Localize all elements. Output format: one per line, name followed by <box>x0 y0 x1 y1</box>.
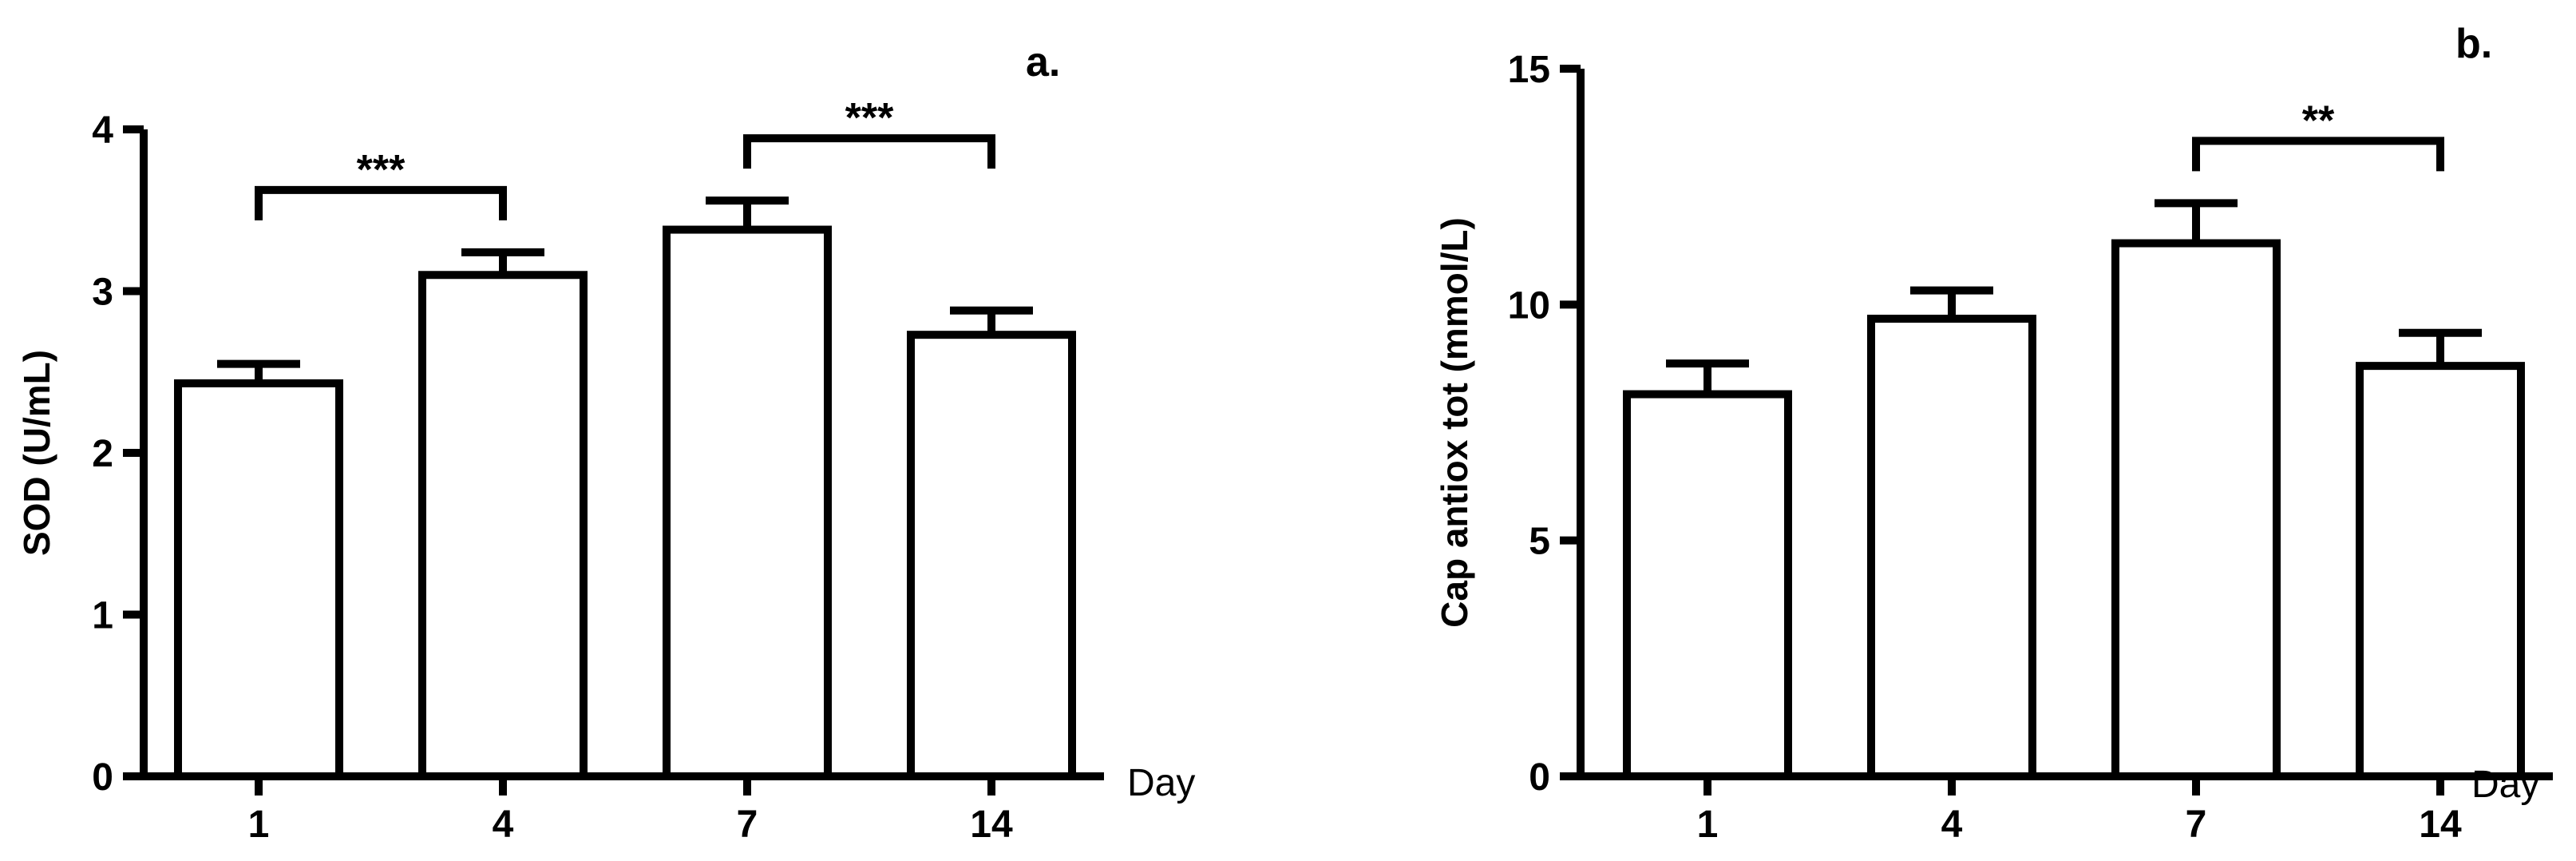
x-tick-label: 14 <box>2419 803 2462 846</box>
significance-bracket <box>255 185 507 220</box>
bar-day-4 <box>418 271 588 780</box>
x-tick-label: 7 <box>2186 803 2207 846</box>
bar-day-7 <box>663 225 832 780</box>
bar-day-4 <box>1867 315 2036 780</box>
significance-bracket <box>743 134 995 169</box>
y-tick-label: 0 <box>92 756 113 799</box>
significance-label: ** <box>2302 97 2335 144</box>
y-tick-label: 15 <box>1508 49 1550 91</box>
y-tick-label: 4 <box>92 109 113 152</box>
y-tick-label: 10 <box>1508 284 1550 327</box>
panel-label: b. <box>2455 21 2492 67</box>
x-tick-label: 4 <box>1941 803 1963 846</box>
y-tick-label: 3 <box>92 272 113 314</box>
bar-day-14 <box>2356 362 2525 780</box>
y-tick-label: 2 <box>92 433 113 475</box>
bar-day-1 <box>1623 390 1792 780</box>
x-axis-title: Day <box>2471 764 2539 806</box>
x-tick-label: 1 <box>1697 803 1719 846</box>
bar-day-7 <box>2111 239 2281 780</box>
x-tick-label: 14 <box>970 803 1013 846</box>
significance-label: *** <box>845 95 894 141</box>
x-tick-label: 1 <box>248 803 270 846</box>
x-axis-title: Day <box>1127 762 1195 804</box>
y-axis-title: Cap antiox tot (mmol/L) <box>1434 217 1475 628</box>
y-tick-label: 0 <box>1529 756 1550 799</box>
x-tick-label: 4 <box>493 803 514 846</box>
panel-label: a. <box>1026 39 1060 85</box>
y-tick-label: 5 <box>1529 521 1550 563</box>
significance-bracket <box>2192 137 2444 172</box>
bar-day-14 <box>907 331 1076 780</box>
significance-label: *** <box>357 147 406 193</box>
x-tick-label: 7 <box>737 803 758 846</box>
y-axis-title: SOD (U/mL) <box>16 350 57 556</box>
y-tick-label: 1 <box>92 595 113 637</box>
bar-day-1 <box>174 379 343 780</box>
